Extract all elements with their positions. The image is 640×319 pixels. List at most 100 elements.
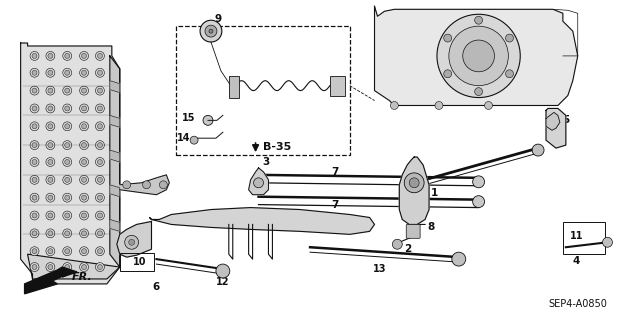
Circle shape [97, 231, 102, 236]
Text: 9: 9 [215, 14, 222, 24]
Circle shape [81, 177, 86, 182]
Circle shape [437, 14, 520, 98]
Circle shape [95, 263, 104, 271]
Circle shape [48, 249, 53, 254]
Circle shape [125, 235, 139, 249]
Circle shape [253, 178, 264, 188]
Polygon shape [110, 185, 120, 197]
Polygon shape [399, 157, 429, 225]
Circle shape [81, 53, 86, 58]
Circle shape [46, 86, 55, 95]
Text: 5: 5 [562, 115, 569, 125]
Circle shape [46, 104, 55, 113]
Circle shape [65, 160, 70, 165]
Circle shape [404, 173, 424, 193]
Circle shape [65, 70, 70, 75]
Circle shape [30, 229, 39, 238]
Circle shape [65, 143, 70, 148]
Text: 2: 2 [404, 244, 412, 254]
Circle shape [30, 247, 39, 256]
Text: 10: 10 [133, 257, 147, 267]
Circle shape [97, 124, 102, 129]
Circle shape [159, 181, 167, 189]
Circle shape [65, 195, 70, 200]
Circle shape [506, 70, 513, 78]
Circle shape [143, 181, 150, 189]
Circle shape [81, 70, 86, 75]
Circle shape [79, 51, 88, 60]
Circle shape [30, 51, 39, 60]
Circle shape [30, 141, 39, 150]
Circle shape [46, 122, 55, 131]
Circle shape [65, 124, 70, 129]
Circle shape [97, 177, 102, 182]
Circle shape [48, 177, 53, 182]
Circle shape [129, 239, 134, 245]
Circle shape [30, 211, 39, 220]
Circle shape [63, 211, 72, 220]
Circle shape [79, 247, 88, 256]
Circle shape [30, 68, 39, 77]
Text: 11: 11 [570, 231, 583, 241]
Circle shape [32, 160, 37, 165]
Circle shape [65, 177, 70, 182]
Circle shape [48, 124, 53, 129]
Circle shape [463, 40, 495, 72]
Circle shape [444, 34, 452, 42]
Circle shape [46, 141, 55, 150]
Polygon shape [546, 112, 560, 130]
Polygon shape [110, 115, 120, 127]
Circle shape [63, 158, 72, 167]
Circle shape [48, 143, 53, 148]
Circle shape [209, 29, 213, 33]
Circle shape [30, 104, 39, 113]
Text: 6: 6 [153, 282, 160, 292]
Circle shape [32, 249, 37, 254]
Circle shape [65, 53, 70, 58]
Circle shape [65, 231, 70, 236]
Text: 8: 8 [427, 222, 435, 233]
Circle shape [48, 70, 53, 75]
Circle shape [390, 101, 398, 109]
Circle shape [190, 136, 198, 144]
Circle shape [97, 249, 102, 254]
Circle shape [32, 106, 37, 111]
Circle shape [95, 158, 104, 167]
Circle shape [81, 88, 86, 93]
Circle shape [79, 68, 88, 77]
Circle shape [97, 264, 102, 270]
Circle shape [46, 158, 55, 167]
Circle shape [30, 193, 39, 202]
Circle shape [506, 34, 513, 42]
Circle shape [475, 88, 483, 96]
Circle shape [63, 141, 72, 150]
Circle shape [30, 158, 39, 167]
Circle shape [81, 160, 86, 165]
Text: 4: 4 [573, 256, 580, 266]
Text: 3: 3 [262, 157, 269, 167]
Circle shape [48, 53, 53, 58]
Polygon shape [248, 168, 268, 195]
Circle shape [46, 263, 55, 271]
Polygon shape [374, 6, 578, 106]
Circle shape [81, 124, 86, 129]
Circle shape [81, 213, 86, 218]
Circle shape [79, 122, 88, 131]
Polygon shape [116, 221, 152, 257]
Circle shape [46, 229, 55, 238]
Circle shape [81, 249, 86, 254]
Circle shape [95, 247, 104, 256]
Circle shape [95, 193, 104, 202]
Circle shape [97, 160, 102, 165]
Circle shape [63, 122, 72, 131]
Circle shape [205, 25, 217, 37]
Circle shape [475, 16, 483, 24]
Circle shape [409, 178, 419, 188]
Circle shape [30, 263, 39, 271]
Circle shape [81, 106, 86, 111]
Circle shape [48, 88, 53, 93]
Circle shape [97, 53, 102, 58]
Circle shape [452, 252, 466, 266]
FancyBboxPatch shape [406, 225, 420, 238]
Circle shape [81, 264, 86, 270]
